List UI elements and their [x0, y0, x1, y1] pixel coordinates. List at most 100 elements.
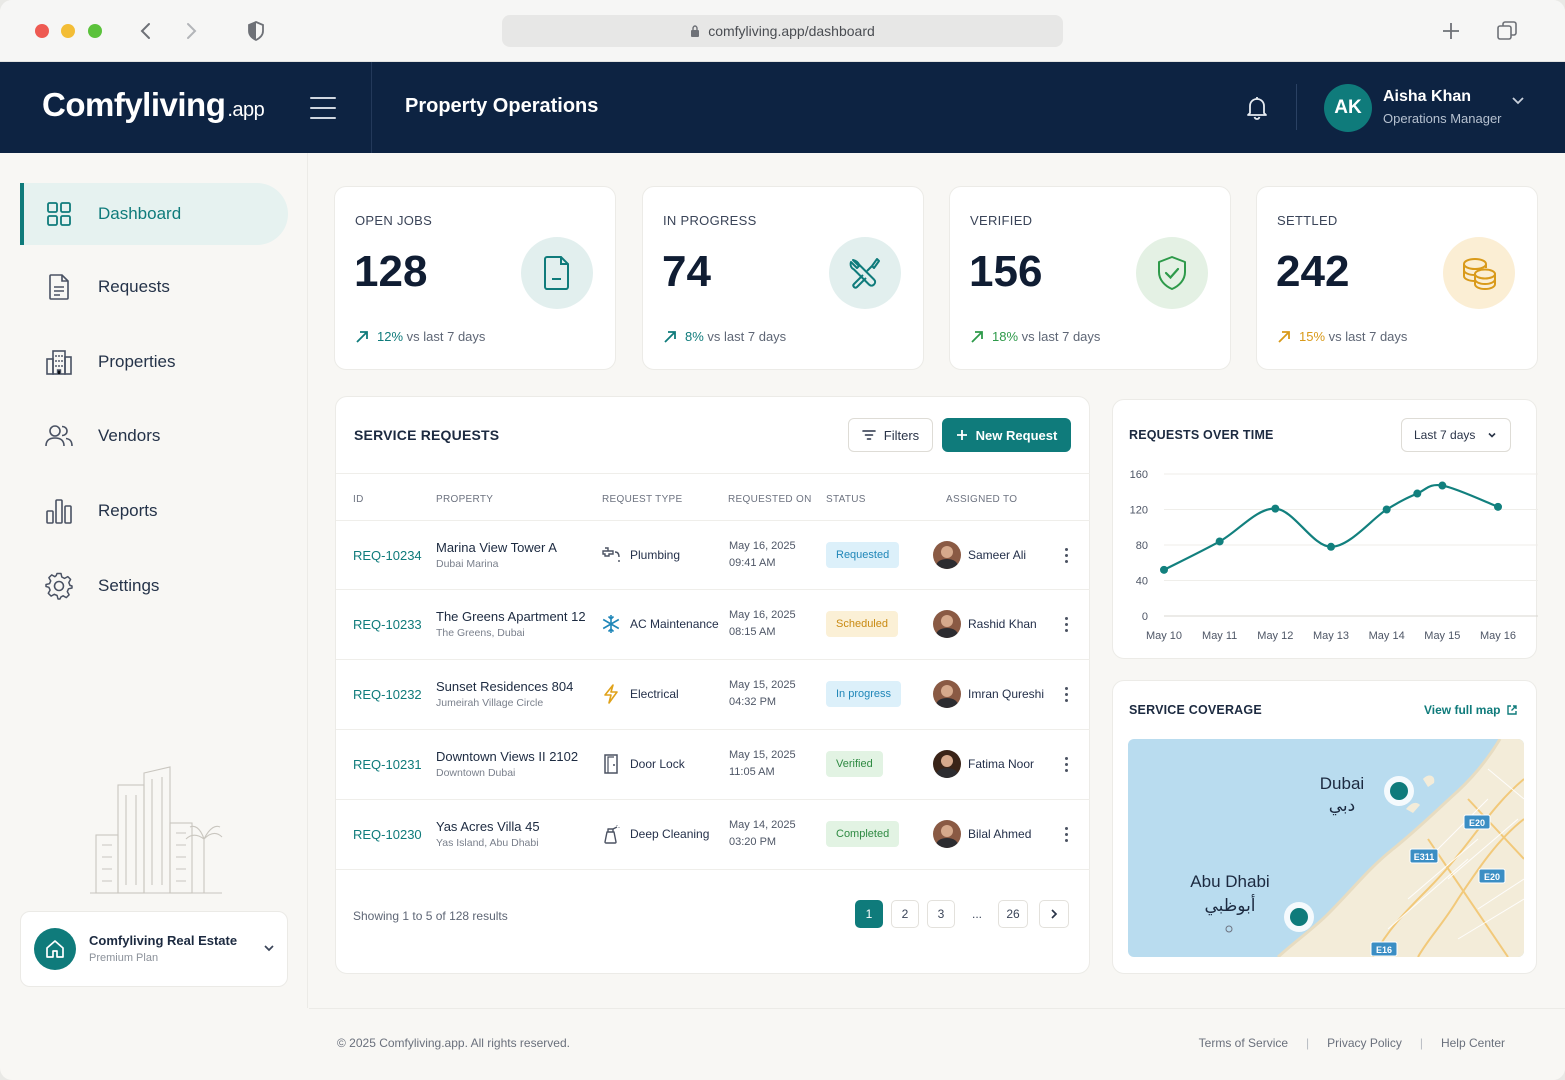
request-id-link[interactable]: REQ-10231 — [353, 757, 422, 772]
spray-icon — [600, 823, 622, 845]
page-button-2[interactable]: 2 — [891, 900, 919, 928]
sidebar-item-properties[interactable]: Properties — [20, 331, 288, 393]
user-avatar[interactable]: AK — [1324, 84, 1372, 132]
road-label: E20 — [1484, 872, 1500, 882]
forward-icon[interactable] — [176, 16, 206, 46]
sidebar-item-settings[interactable]: Settings — [20, 555, 288, 617]
filters-button[interactable]: Filters — [848, 418, 933, 452]
stat-label: IN PROGRESS — [663, 213, 757, 228]
date-range-select[interactable]: Last 7 days — [1401, 418, 1511, 452]
column-header-requested-on[interactable]: REQUESTED ON — [728, 494, 812, 505]
app-logo[interactable]: Comfyliving .app — [42, 86, 265, 124]
stat-card-verified[interactable]: VERIFIED 156 18% vs last 7 days — [949, 186, 1231, 370]
url-text: comfyliving.app/dashboard — [708, 23, 875, 39]
coverage-map[interactable]: E20 E311 E20 E16 Dubai دبي Abu Dhabi أبو… — [1128, 739, 1524, 957]
data-point[interactable] — [1215, 537, 1224, 546]
table-row[interactable]: REQ-10231 Downtown Views II 2102 Downtow… — [336, 729, 1090, 799]
sidebar-item-label: Reports — [98, 501, 158, 520]
request-time: 08:15 AM — [729, 626, 776, 638]
stat-value: 242 — [1276, 247, 1350, 296]
more-options-icon[interactable] — [1058, 613, 1074, 635]
menu-toggle-icon[interactable] — [308, 93, 338, 123]
terms-link[interactable]: Terms of Service — [1198, 1036, 1289, 1050]
close-window-button[interactable] — [35, 24, 49, 38]
x-tick-label: May 13 — [1313, 630, 1349, 642]
gear-icon — [44, 571, 74, 601]
more-options-icon[interactable] — [1058, 544, 1074, 566]
sidebar-item-requests[interactable]: Requests — [20, 256, 288, 318]
door-icon — [600, 753, 622, 775]
trend-up-icon — [971, 330, 983, 343]
organization-switcher[interactable]: Comfyliving Real Estate Premium Plan — [20, 911, 288, 987]
table-row[interactable]: REQ-10234 Marina View Tower A Dubai Mari… — [336, 520, 1090, 590]
data-point[interactable] — [1494, 502, 1502, 511]
column-header-assigned-to[interactable]: ASSIGNED TO — [946, 494, 1018, 505]
table-row[interactable]: REQ-10233 The Greens Apartment 12 The Gr… — [336, 589, 1090, 659]
property-name: Downtown Views II 2102 — [436, 749, 579, 764]
request-type: Deep Cleaning — [630, 827, 710, 841]
page-ellipsis: ... — [971, 907, 982, 921]
minimize-window-button[interactable] — [61, 24, 75, 38]
footer: © 2025 Comfyliving.app. All rights reser… — [309, 1008, 1565, 1080]
chevron-down-icon[interactable] — [261, 940, 277, 956]
page-button-26[interactable]: 26 — [998, 900, 1028, 928]
data-point[interactable] — [1160, 565, 1168, 574]
new-tab-icon[interactable] — [1436, 16, 1466, 46]
privacy-link[interactable]: Privacy Policy — [1327, 1036, 1402, 1050]
header-divider-2 — [1296, 84, 1297, 130]
assignee-avatar — [933, 541, 961, 569]
stat-card-settled[interactable]: SETTLED 242 15% vs last 7 days — [1256, 186, 1538, 370]
privacy-shield-icon[interactable] — [241, 16, 271, 46]
address-bar[interactable]: comfyliving.app/dashboard — [502, 15, 1063, 47]
page-button-1[interactable]: 1 — [855, 900, 883, 928]
city-illustration — [90, 766, 223, 894]
road-label: E16 — [1376, 945, 1392, 955]
property-area: The Greens, Dubai — [436, 627, 525, 639]
notification-bell-icon[interactable] — [1241, 92, 1273, 124]
help-center-link[interactable]: Help Center — [1440, 1036, 1505, 1050]
request-id-link[interactable]: REQ-10234 — [353, 548, 422, 563]
map-pin-abu-dhabi[interactable] — [1284, 902, 1314, 932]
column-header-request-type[interactable]: REQUEST TYPE — [602, 494, 683, 505]
stat-card-in-progress[interactable]: IN PROGRESS 74 8% vs last 7 days — [642, 186, 924, 370]
stat-card-open-jobs[interactable]: OPEN JOBS 128 12% vs last 7 days — [334, 186, 616, 370]
table-row[interactable]: REQ-10230 Yas Acres Villa 45 Yas Island,… — [336, 799, 1090, 869]
more-options-icon[interactable] — [1058, 753, 1074, 775]
back-icon[interactable] — [131, 16, 161, 46]
request-id-link[interactable]: REQ-10233 — [353, 617, 422, 632]
page-button-3[interactable]: 3 — [927, 900, 955, 928]
panel-title: REQUESTS OVER TIME — [1129, 428, 1274, 442]
more-options-icon[interactable] — [1058, 683, 1074, 705]
chevron-down-icon[interactable] — [1508, 90, 1528, 110]
sidebar-item-reports[interactable]: Reports — [20, 480, 288, 542]
status-badge: In progress — [826, 681, 902, 707]
data-point[interactable] — [1327, 542, 1335, 551]
view-full-map-link[interactable]: View full map — [1424, 703, 1518, 717]
column-header-property[interactable]: PROPERTY — [436, 494, 494, 505]
data-point[interactable] — [1382, 505, 1391, 514]
new-request-button[interactable]: New Request — [942, 418, 1071, 452]
next-page-button[interactable] — [1039, 900, 1069, 928]
data-point[interactable] — [1271, 504, 1280, 513]
maximize-window-button[interactable] — [88, 24, 102, 38]
column-header-id[interactable]: ID — [353, 494, 364, 505]
sidebar: Dashboard Requests Properties Vendors Re… — [0, 153, 308, 1008]
tabs-overview-icon[interactable] — [1492, 16, 1522, 46]
user-name[interactable]: Aisha Khan — [1383, 88, 1472, 105]
sidebar-item-vendors[interactable]: Vendors — [20, 405, 288, 467]
column-header-status[interactable]: STATUS — [826, 494, 866, 505]
stat-label: SETTLED — [1277, 213, 1338, 228]
assignee-avatar — [933, 750, 961, 778]
sidebar-item-dashboard[interactable]: Dashboard — [20, 183, 288, 245]
table-row[interactable]: REQ-10232 Sunset Residences 804 Jumeirah… — [336, 659, 1090, 729]
more-options-icon[interactable] — [1058, 823, 1074, 845]
request-id-link[interactable]: REQ-10230 — [353, 827, 422, 842]
filters-label: Filters — [883, 427, 920, 443]
data-point[interactable] — [1438, 481, 1447, 490]
request-time: 04:32 PM — [729, 696, 777, 708]
map-pin-dubai[interactable] — [1384, 776, 1414, 806]
data-point[interactable] — [1413, 489, 1422, 498]
request-id-link[interactable]: REQ-10232 — [353, 687, 422, 702]
x-tick-label: May 11 — [1202, 630, 1237, 642]
map-label-abu-dhabi-arabic: أبوظبي — [1204, 894, 1255, 916]
